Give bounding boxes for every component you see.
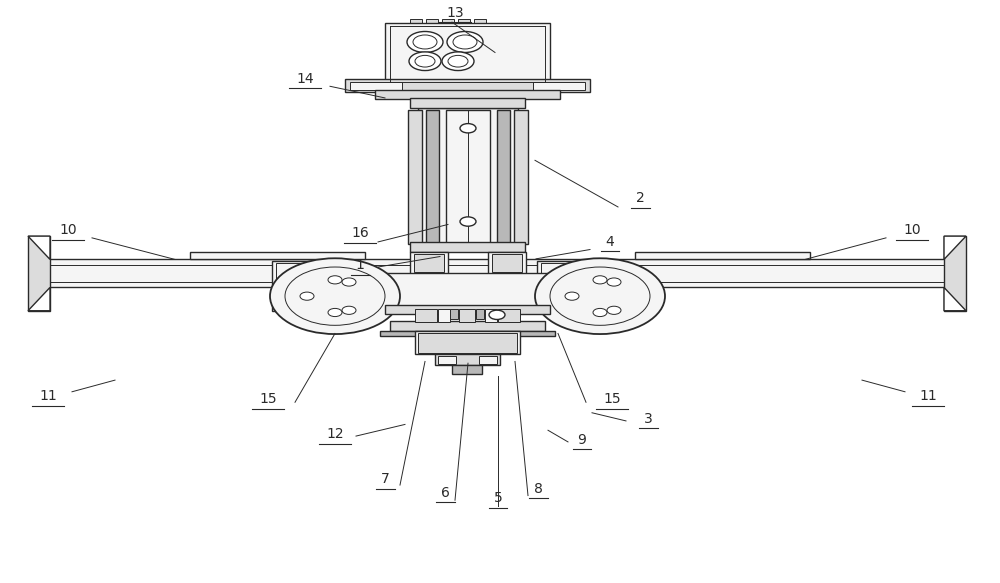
Bar [408,110,422,244]
Bar [459,309,475,322]
Circle shape [409,52,441,71]
Polygon shape [944,287,966,311]
Circle shape [489,310,505,319]
Text: 4: 4 [606,235,614,249]
Bar [944,236,966,311]
Circle shape [285,267,385,325]
Bar [190,252,365,259]
Text: 11: 11 [919,389,937,403]
Bar [514,110,528,244]
Bar [415,309,437,322]
Circle shape [415,55,435,67]
Bar [438,356,456,364]
Bar [435,354,500,365]
Circle shape [270,258,400,334]
Text: 10: 10 [59,223,77,237]
Bar [410,98,525,108]
Circle shape [448,55,468,67]
Bar [28,236,50,311]
Circle shape [607,278,621,286]
Bar [541,263,619,308]
Bar [452,365,482,374]
Text: 12: 12 [326,427,344,441]
Bar [498,309,520,322]
Text: 10: 10 [903,223,921,237]
Circle shape [460,124,476,133]
Circle shape [342,306,356,314]
Bar [442,19,454,23]
Bar [345,79,590,92]
Text: 8: 8 [534,482,542,496]
Bar [492,254,522,272]
Circle shape [447,31,483,52]
Circle shape [442,52,474,71]
Bar [410,242,525,252]
Bar [426,110,439,244]
Text: 3: 3 [644,412,652,426]
Bar [380,331,555,336]
Polygon shape [28,236,50,259]
Bar [415,331,520,354]
Bar [446,110,490,244]
Circle shape [593,308,607,317]
Text: 14: 14 [296,72,314,86]
Text: 1: 1 [356,258,364,272]
Circle shape [607,306,621,314]
Text: 2: 2 [636,191,644,205]
Bar [410,252,448,274]
Bar [488,252,526,274]
Bar [350,82,402,90]
Bar [438,309,450,322]
Bar [418,333,517,353]
Bar [635,252,810,259]
Bar [450,309,458,319]
Circle shape [413,35,437,49]
Text: 16: 16 [351,226,369,240]
Text: 15: 15 [603,392,621,406]
Bar [375,90,560,99]
Bar [385,273,550,308]
Bar [426,19,438,23]
Text: 7: 7 [381,472,389,486]
Circle shape [328,276,342,284]
Text: 15: 15 [259,392,277,406]
Circle shape [550,267,650,325]
Text: 9: 9 [578,433,586,447]
Bar [479,356,497,364]
Bar [497,110,510,244]
Text: 11: 11 [39,389,57,403]
Circle shape [535,258,665,334]
Bar [414,254,444,272]
Text: 6: 6 [441,486,449,500]
Circle shape [342,278,356,286]
Bar [458,19,470,23]
Bar [410,19,422,23]
Text: 13: 13 [446,6,464,20]
Circle shape [300,292,314,300]
Bar [537,261,623,311]
Circle shape [407,31,443,52]
Circle shape [453,35,477,49]
Bar [272,261,358,311]
Text: 5: 5 [494,491,502,505]
Polygon shape [28,287,50,311]
Bar [485,309,497,322]
Bar [474,19,486,23]
Polygon shape [944,236,966,259]
Circle shape [565,292,579,300]
Bar [533,82,585,90]
Bar [476,309,484,319]
Bar [276,263,354,308]
Bar [418,108,518,245]
Circle shape [328,308,342,317]
Bar [385,305,550,314]
Circle shape [460,217,476,226]
Bar [390,321,545,331]
Bar [48,259,952,287]
Circle shape [593,276,607,284]
Bar [385,23,550,85]
